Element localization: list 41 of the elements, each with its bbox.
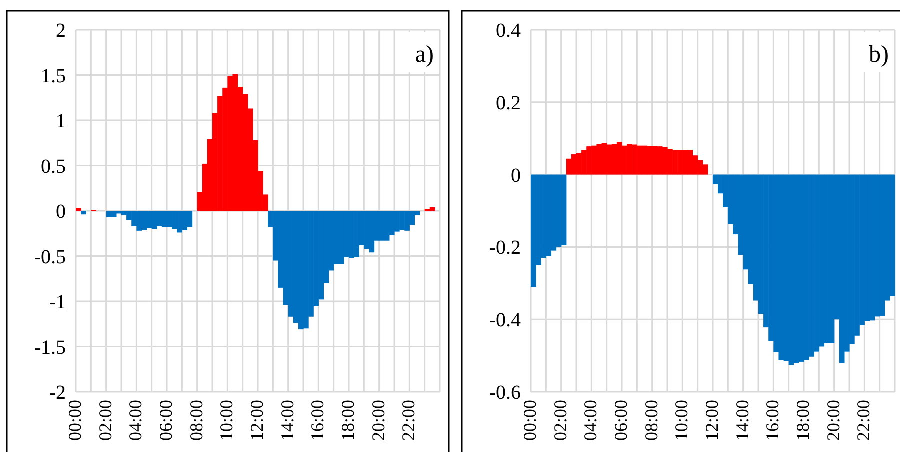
- x-tick-label: 08:00: [186, 400, 206, 442]
- y-tick-label: 1: [56, 110, 66, 132]
- y-tick-label: 0.4: [496, 20, 521, 42]
- x-tick-label: 06:00: [611, 400, 631, 442]
- x-tick-label: 14:00: [732, 400, 752, 442]
- y-tick-label: 1.5: [41, 65, 66, 88]
- x-tick-label: 02:00: [95, 400, 116, 442]
- y-tick-label: -2: [49, 382, 66, 404]
- x-tick-label: 22:00: [398, 400, 419, 442]
- x-tick-label: 20:00: [368, 400, 388, 442]
- y-tick-label: 2: [56, 20, 66, 42]
- x-tick-label: 02:00: [550, 400, 570, 442]
- x-tick-label: 00:00: [65, 400, 85, 442]
- x-tick-label: 10:00: [216, 400, 237, 442]
- x-tick-label: 14:00: [277, 400, 298, 442]
- x-tick-label: 16:00: [308, 400, 328, 442]
- x-tick-label: 06:00: [156, 400, 176, 442]
- x-tick-label: 12:00: [702, 400, 722, 442]
- y-tick-label: -0.5: [34, 246, 66, 268]
- y-tick-label: -0.4: [489, 310, 521, 332]
- y-tick-label: -1: [49, 292, 66, 314]
- x-tick-label: 22:00: [854, 400, 874, 442]
- y-tick-label: 0.2: [496, 92, 521, 114]
- x-tick-label: 20:00: [823, 400, 844, 442]
- x-tick-label: 08:00: [641, 400, 662, 442]
- x-tick-label: 00:00: [520, 400, 540, 442]
- y-tick-label: -0.2: [489, 237, 521, 260]
- annotation: b): [869, 42, 889, 68]
- y-tick-label: -0.6: [489, 382, 521, 404]
- y-tick-label: -1.5: [34, 336, 66, 359]
- x-tick-label: 10:00: [672, 400, 692, 442]
- y-tick-label: 0.5: [41, 156, 66, 178]
- x-tick-label: 18:00: [338, 400, 358, 442]
- y-tick-label: 0: [56, 201, 66, 223]
- x-tick-label: 04:00: [580, 400, 601, 442]
- x-tick-label: 18:00: [793, 400, 813, 442]
- x-tick-label: 04:00: [126, 400, 146, 442]
- x-tick-label: 12:00: [247, 400, 267, 442]
- x-tick-label: 16:00: [762, 400, 783, 442]
- annotation: a): [415, 42, 434, 68]
- y-tick-label: 0: [511, 164, 521, 187]
